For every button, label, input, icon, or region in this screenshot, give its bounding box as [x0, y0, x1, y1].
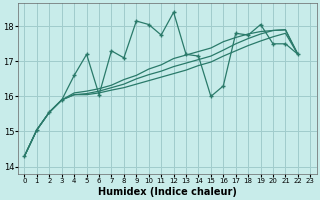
X-axis label: Humidex (Indice chaleur): Humidex (Indice chaleur) [98, 187, 237, 197]
